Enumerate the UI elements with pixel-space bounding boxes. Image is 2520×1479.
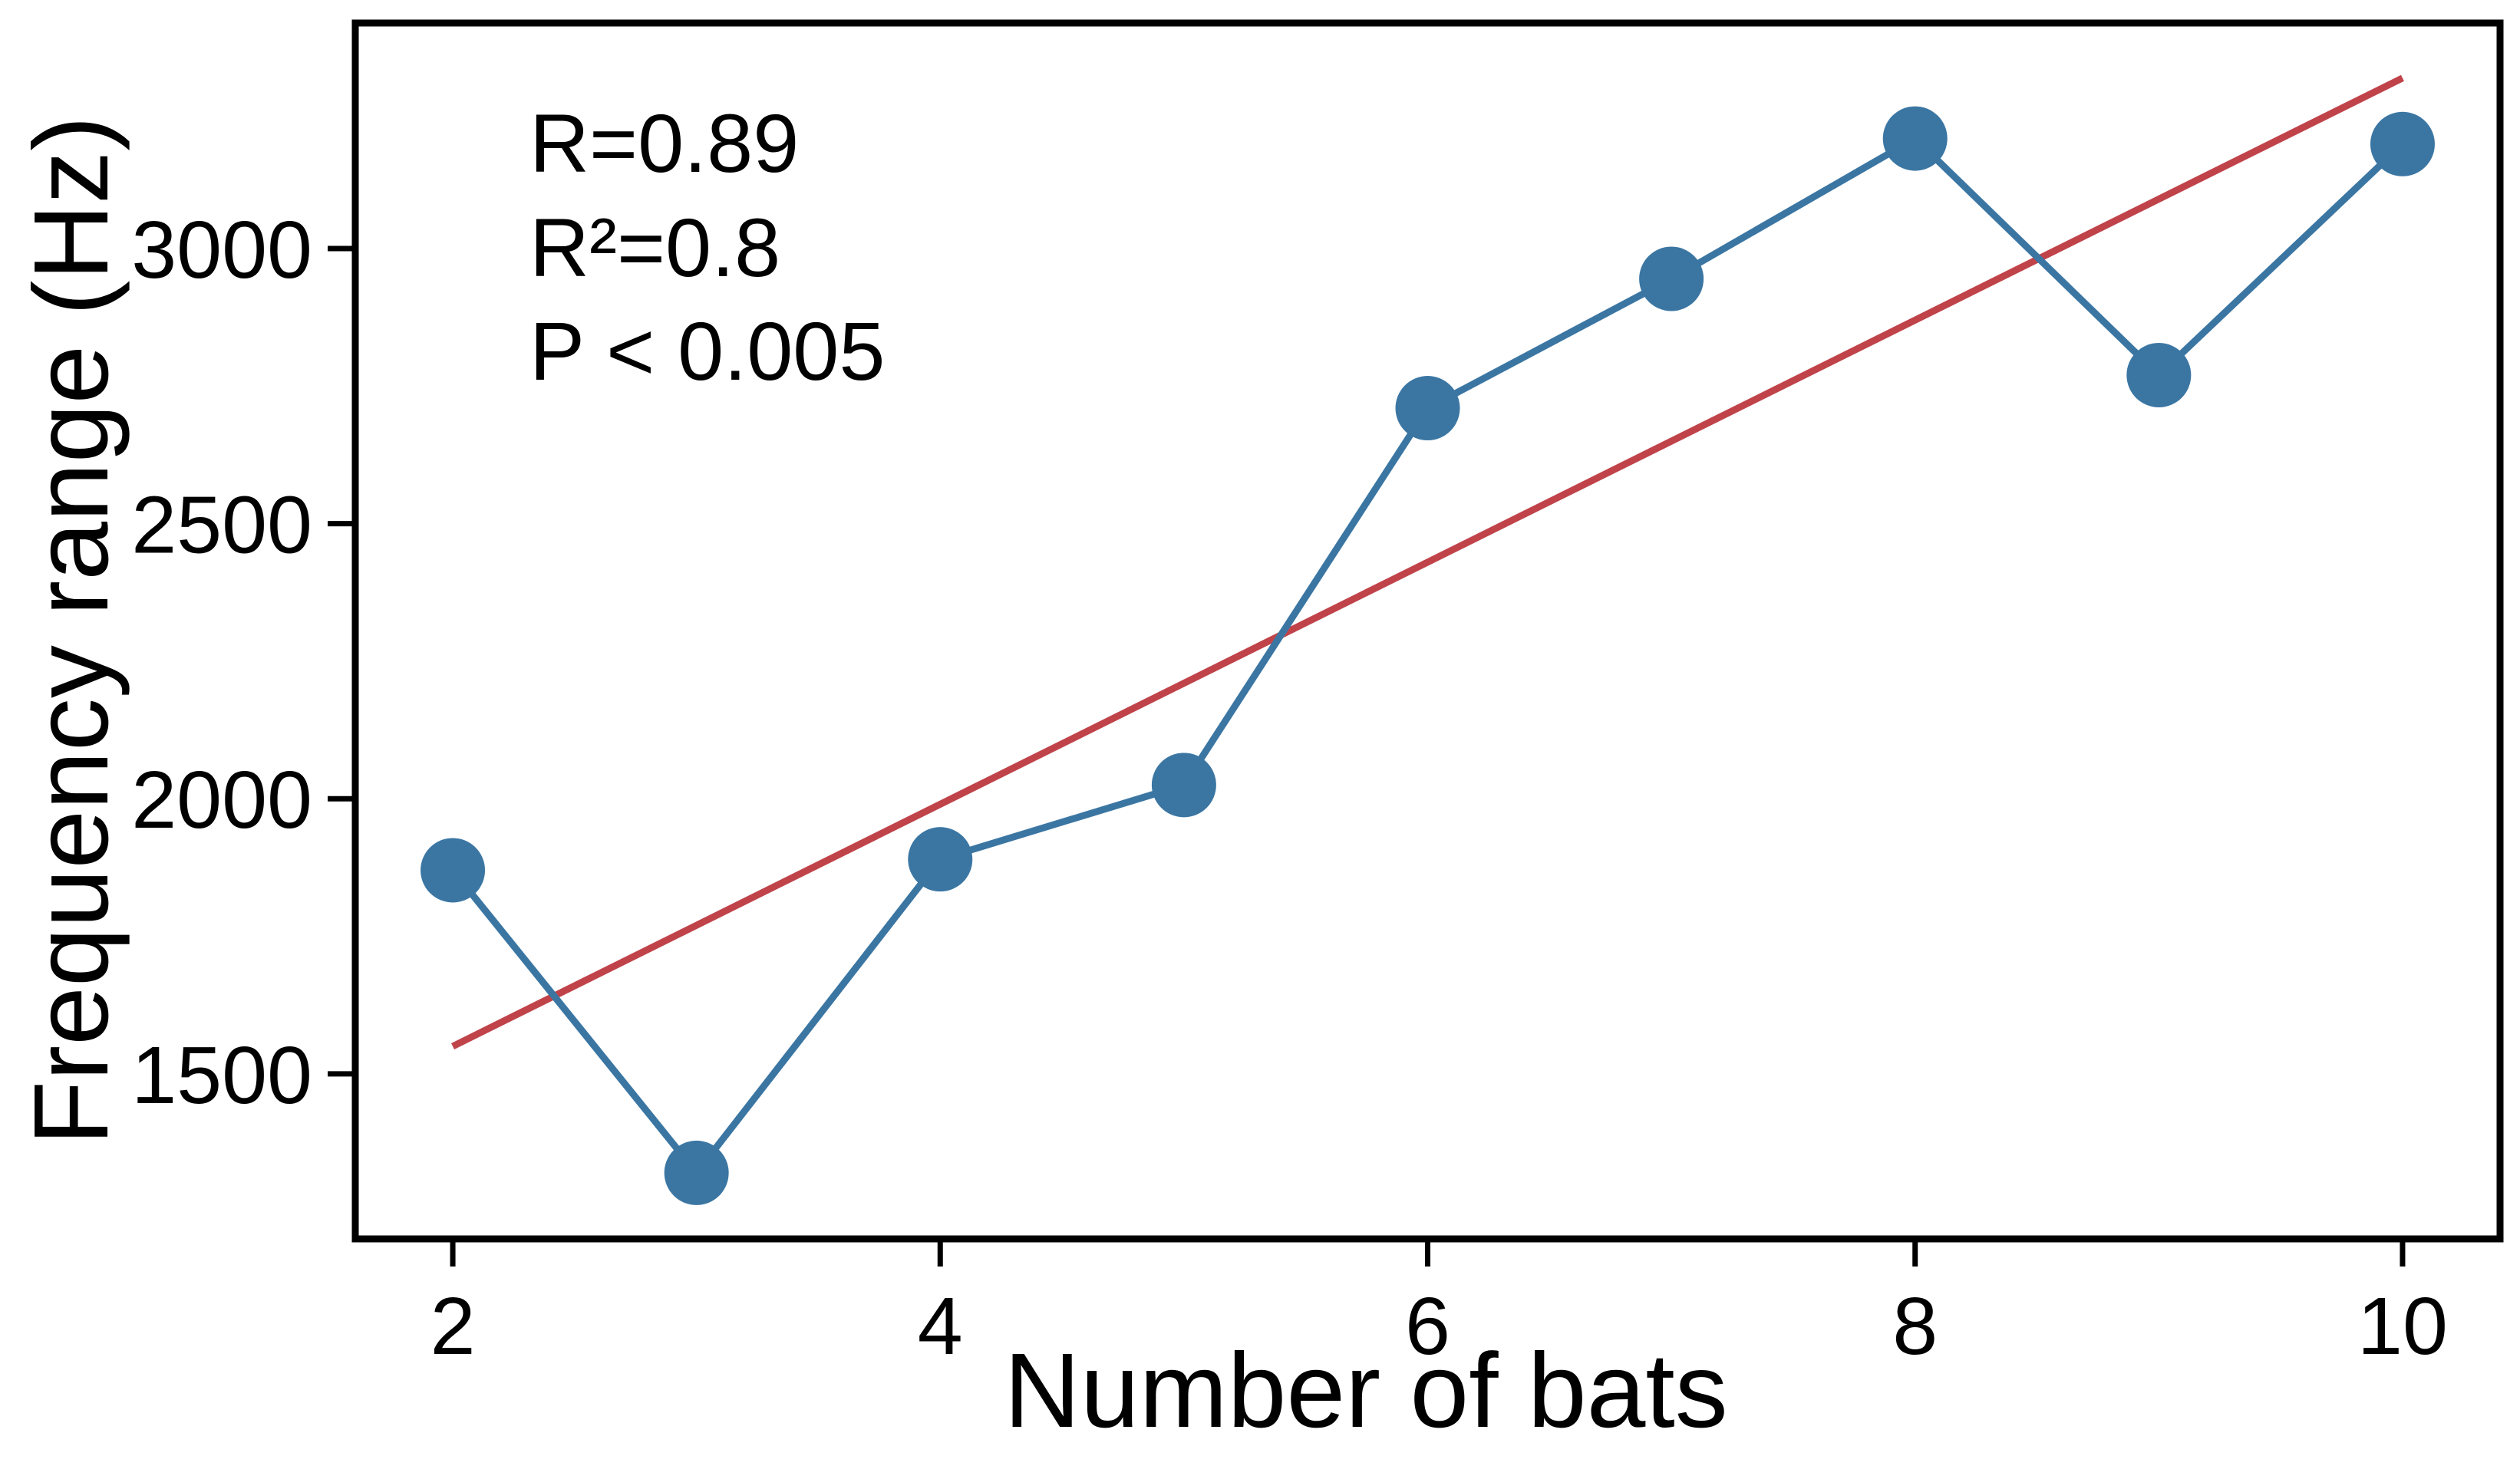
- data-point-0: [421, 838, 486, 903]
- data-point-4: [1395, 376, 1460, 441]
- axes-layer: 2 4 6 8 10 1500 2000 2500 3000: [131, 19, 2504, 1372]
- y-tick-label-2: 2500: [131, 480, 312, 571]
- y-tick-label-0: 1500: [131, 1030, 312, 1121]
- data-point-5: [1639, 246, 1704, 311]
- x-axis-label: Number of bats: [1004, 1332, 1727, 1450]
- y-tick-label-3: 3000: [131, 205, 312, 295]
- data-point-3: [1151, 753, 1216, 818]
- annotation-r: R=0.89: [529, 97, 799, 189]
- series-layer: [421, 106, 2435, 1205]
- data-point-6: [1882, 106, 1948, 171]
- x-tick-label-3: 8: [1892, 1281, 1938, 1372]
- data-point-7: [2126, 343, 2192, 408]
- y-tick-label-1: 2000: [131, 755, 312, 845]
- x-tick-label-4: 10: [2357, 1281, 2448, 1372]
- fit-line: [451, 74, 2404, 1050]
- data-point-2: [908, 827, 973, 892]
- data-point-8: [2370, 111, 2435, 176]
- annotation-layer: R=0.89 R²=0.8 P < 0.005: [529, 97, 885, 397]
- fit-layer: [451, 74, 2404, 1050]
- annotation-p-value: P < 0.005: [529, 305, 885, 397]
- annotation-r-squared: R²=0.8: [529, 201, 780, 294]
- x-tick-label-0: 2: [430, 1281, 476, 1372]
- data-point-1: [664, 1140, 729, 1205]
- y-axis-label: Frequency range (Hz): [12, 116, 130, 1145]
- x-tick-label-1: 4: [918, 1281, 963, 1372]
- x-tick-label-2: 6: [1405, 1281, 1450, 1372]
